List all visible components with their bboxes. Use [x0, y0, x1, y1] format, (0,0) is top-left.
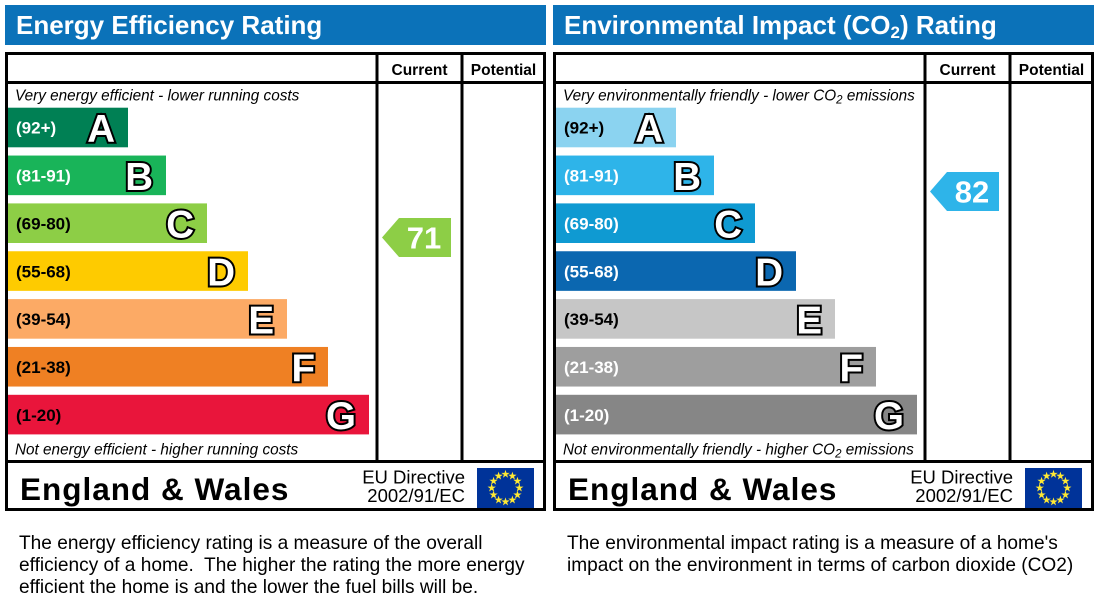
svg-text:Very energy efficient - lower: Very energy efficient - lower running co… [15, 87, 300, 104]
svg-text:B: B [673, 156, 701, 199]
svg-text:Current: Current [392, 62, 448, 79]
svg-text:A: A [635, 108, 663, 151]
svg-text:A: A [87, 108, 115, 151]
svg-text:Very environmentally friendly: Very environmentally friendly - lower CO… [563, 87, 915, 106]
svg-text:F: F [839, 347, 863, 390]
svg-text:E: E [248, 299, 274, 342]
svg-text:2002/91/EC: 2002/91/EC [367, 485, 465, 506]
svg-text:(69-80): (69-80) [16, 214, 71, 233]
svg-text:(69-80): (69-80) [564, 214, 619, 233]
svg-text:Not energy efficient - higher: Not energy efficient - higher running co… [15, 442, 298, 459]
svg-text:EU Directive: EU Directive [910, 467, 1013, 488]
svg-text:(92+): (92+) [564, 119, 604, 138]
svg-text:(81-91): (81-91) [16, 167, 71, 186]
svg-text:(39-54): (39-54) [16, 310, 71, 329]
svg-text:Not environmentally friendly -: Not environmentally friendly - higher CO… [563, 442, 914, 461]
svg-text:England & Wales: England & Wales [568, 471, 837, 507]
svg-text:D: D [207, 252, 235, 295]
svg-text:F: F [291, 347, 315, 390]
svg-text:71: 71 [407, 221, 441, 256]
svg-text:(39-54): (39-54) [564, 310, 619, 329]
svg-text:(21-38): (21-38) [16, 358, 71, 377]
svg-text:Current: Current [940, 62, 996, 79]
svg-text:(55-68): (55-68) [16, 262, 71, 281]
svg-text:Potential: Potential [1019, 62, 1084, 79]
svg-text:EU Directive: EU Directive [362, 467, 465, 488]
svg-text:G: G [326, 395, 356, 438]
svg-text:(1-20): (1-20) [16, 406, 61, 425]
svg-text:(21-38): (21-38) [564, 358, 619, 377]
svg-text:England & Wales: England & Wales [20, 471, 289, 507]
svg-text:D: D [755, 252, 783, 295]
svg-text:(1-20): (1-20) [564, 406, 609, 425]
svg-text:Potential: Potential [471, 62, 536, 79]
svg-text:B: B [125, 156, 153, 199]
svg-text:E: E [796, 299, 822, 342]
svg-text:2002/91/EC: 2002/91/EC [915, 485, 1013, 506]
svg-text:C: C [714, 204, 742, 247]
svg-text:(55-68): (55-68) [564, 262, 619, 281]
svg-text:G: G [874, 395, 904, 438]
svg-text:(92+): (92+) [16, 119, 56, 138]
svg-text:C: C [166, 204, 194, 247]
svg-text:(81-91): (81-91) [564, 167, 619, 186]
svg-text:82: 82 [955, 175, 989, 210]
